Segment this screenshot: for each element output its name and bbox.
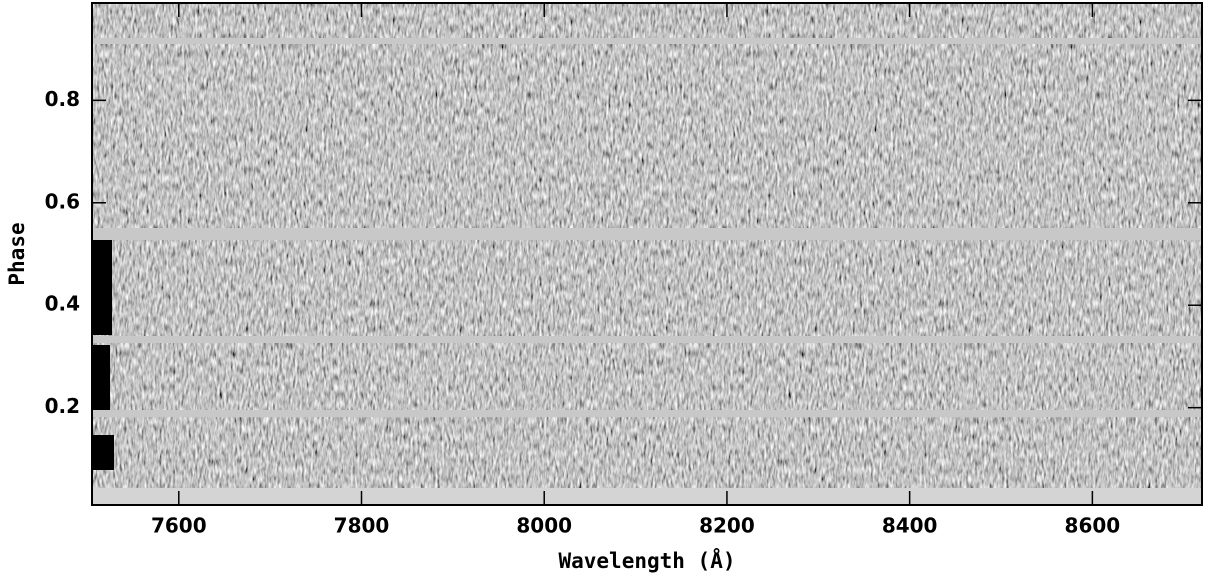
spectrogram (92, 3, 1202, 505)
x-axis-title: Wavelength (Å) (558, 548, 735, 573)
y-axis-title: Phase (5, 222, 29, 285)
gap-band (92, 488, 1202, 505)
x-tick-label: 7600 (151, 514, 207, 538)
plot-frame (91, 2, 1203, 506)
y-tick-label: 0.4 (45, 292, 80, 316)
gap-band (92, 228, 1202, 240)
gap-band (92, 38, 1202, 44)
y-tick-label: 0.2 (45, 394, 80, 418)
dark-edge (92, 435, 114, 470)
y-tick-label: 0.6 (45, 189, 80, 213)
gap-band (92, 336, 1202, 343)
x-tick-label: 8200 (699, 514, 755, 538)
x-tick-label: 8600 (1065, 514, 1121, 538)
x-tick-label: 7800 (334, 514, 390, 538)
dark-edge (92, 240, 112, 335)
y-tick-label: 0.8 (45, 87, 80, 111)
x-tick-label: 8000 (516, 514, 572, 538)
gap-band (92, 410, 1202, 417)
spectrogram-texture (92, 3, 1202, 505)
x-tick-label: 8400 (882, 514, 938, 538)
dark-edge (92, 345, 110, 410)
